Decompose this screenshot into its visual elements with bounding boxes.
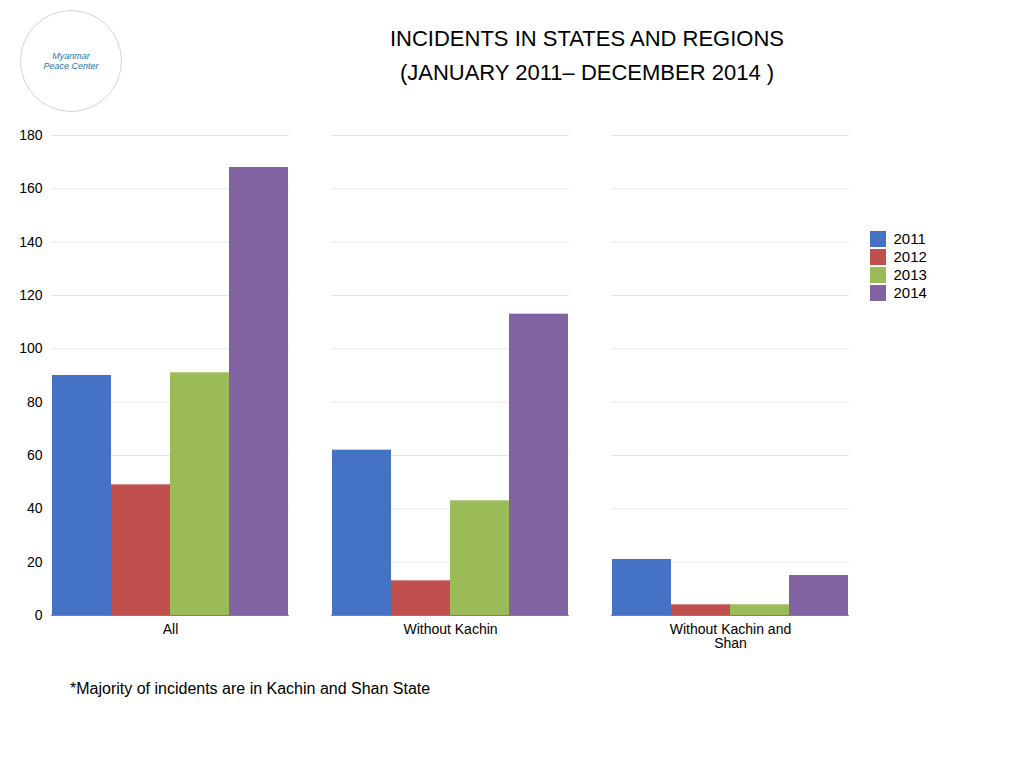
svg-text:0: 0 [35, 607, 43, 623]
svg-text:180: 180 [19, 127, 43, 143]
svg-text:40: 40 [27, 500, 43, 516]
svg-text:160: 160 [19, 180, 43, 196]
html-text:2012: 2012 [893, 248, 927, 265]
svg-text:60: 60 [27, 447, 43, 463]
svg-text:120: 120 [19, 287, 43, 303]
svg-text:140: 140 [19, 234, 43, 250]
html-text:*Majority of incidents are in: *Majority of incidents are in Kachin and… [70, 680, 431, 697]
html-text:2013: 2013 [893, 266, 927, 283]
svg-text:20: 20 [27, 554, 43, 570]
html-text:2011: 2011 [893, 230, 926, 247]
svg-text:Without Kachin andShan: Without Kachin andShan [670, 621, 791, 651]
svg-text:All: All [163, 621, 179, 637]
svg-text:80: 80 [27, 394, 43, 410]
html-text:(JANUARY 2011– DECEMBER 2014 ): (JANUARY 2011– DECEMBER 2014 ) [399, 60, 775, 85]
html-text:Myanmar Peace Center: Myanmar Peace Center [43, 51, 99, 71]
svg-text:Without Kachin: Without Kachin [403, 621, 497, 637]
html-text:INCIDENTS IN STATES AND REGION: INCIDENTS IN STATES AND REGIONS [390, 26, 784, 51]
html-text:2014: 2014 [893, 284, 927, 301]
svg-text:100: 100 [19, 340, 43, 356]
